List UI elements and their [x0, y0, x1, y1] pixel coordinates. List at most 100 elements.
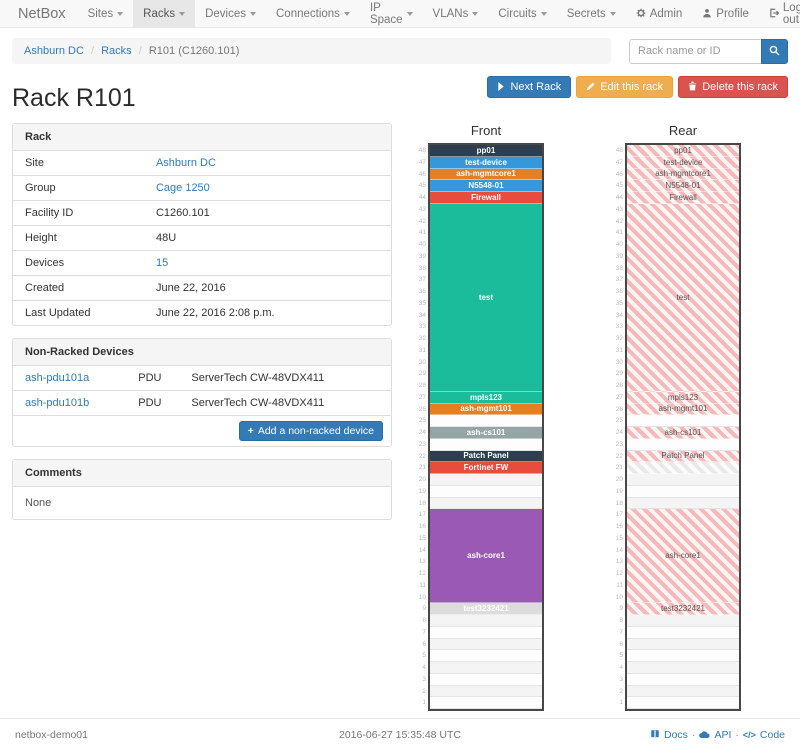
attr-value[interactable]: Ashburn DC: [155, 157, 216, 169]
unit-number: 28: [418, 382, 426, 389]
rack-attr-table: Site Ashburn DC Group Cage 1250 Facility ID C…: [13, 151, 391, 325]
nav-item-racks[interactable]: Racks: [133, 0, 196, 27]
rack-device-ash-core1[interactable]: ash-core1: [430, 509, 542, 604]
nav-item-circuits[interactable]: Circuits: [488, 0, 556, 27]
unit-number: 47: [615, 158, 623, 166]
rack-device-patch-panel[interactable]: Patch Panel: [627, 450, 739, 463]
rack-device-fortinet-fw[interactable]: [627, 462, 739, 474]
unit-number: 18: [615, 499, 623, 507]
unit-number: 4: [619, 664, 623, 671]
unit-number: 48: [418, 147, 426, 154]
unit-number: 1: [422, 699, 426, 707]
rack-device-ash-cs101[interactable]: ash-cs101: [430, 427, 542, 439]
unit-number: 10: [615, 593, 623, 601]
unit-number: 2: [422, 687, 426, 695]
unit-number: 22: [615, 452, 623, 460]
brand-logo[interactable]: NetBox: [18, 5, 66, 22]
rack-device-n5548-01[interactable]: N5548-01: [430, 180, 542, 192]
rack-device-ash-cs101[interactable]: ash-cs101: [627, 427, 739, 439]
unit-number: 37: [418, 276, 426, 284]
breadcrumb: Ashburn DC / Racks / R101 (C1260.101): [12, 38, 611, 64]
rack-unit-empty: [430, 697, 542, 709]
device-name-link[interactable]: ash-pdu101b: [25, 397, 90, 409]
nav-item-admin[interactable]: Admin: [626, 0, 693, 27]
rack-unit-empty: [627, 685, 739, 698]
nav-item-secrets[interactable]: Secrets: [557, 0, 626, 27]
next-rack-button[interactable]: Next Rack: [487, 76, 572, 98]
rack-device-test[interactable]: test: [627, 203, 739, 392]
footer-api-link[interactable]: API: [714, 729, 732, 741]
rack-device-ash-mgmtcore1[interactable]: ash-mgmtcore1: [430, 168, 542, 181]
unit-number: 36: [418, 288, 426, 295]
rack-unit-empty: [627, 626, 739, 639]
rack-unit-empty: [430, 485, 542, 498]
breadcrumb-racks-link[interactable]: Racks: [101, 45, 132, 57]
delete-rack-button[interactable]: Delete this rack: [678, 76, 788, 98]
nav-item-connections[interactable]: Connections: [266, 0, 360, 27]
rack-device-fortinet-fw[interactable]: Fortinet FW: [430, 462, 542, 474]
rack-device-firewall[interactable]: Firewall: [627, 192, 739, 204]
rack-device-test[interactable]: test: [430, 203, 542, 392]
rack-panel-title: Rack: [13, 124, 391, 151]
nav-item-ip-space[interactable]: IP Space: [360, 0, 423, 27]
unit-number: 12: [418, 570, 426, 577]
device-name-link[interactable]: ash-pdu101a: [25, 372, 90, 384]
rack-device-ash-core1[interactable]: ash-core1: [627, 509, 739, 604]
footer-code-link[interactable]: Code: [759, 729, 785, 741]
device-role: PDU: [138, 372, 162, 384]
nav-item-devices[interactable]: Devices: [195, 0, 266, 27]
footer-docs-link[interactable]: Docs: [664, 729, 688, 741]
unit-number: 17: [615, 511, 623, 519]
rack-unit-empty: [627, 673, 739, 686]
rack-device-ash-mgmtcore1[interactable]: ash-mgmtcore1: [627, 168, 739, 181]
chevron-right-icon: [497, 81, 505, 93]
attr-label: Last Updated: [25, 307, 91, 319]
next-rack-label: Next Rack: [510, 81, 562, 93]
chevron-down-icon: [609, 11, 616, 16]
rack-device-firewall[interactable]: Firewall: [430, 192, 542, 204]
add-nonracked-device-button[interactable]: + Add a non-racked device: [238, 421, 383, 441]
unit-number: 3: [422, 675, 426, 683]
rack-device-test3232421[interactable]: test3232421: [627, 603, 739, 615]
chevron-down-icon: [540, 11, 547, 16]
nav-item-logout[interactable]: Log out: [759, 0, 800, 27]
attr-value[interactable]: Cage 1250: [155, 182, 210, 194]
attr-value: June 22, 2016: [155, 282, 226, 294]
nav-items: Sites Racks Devices Connections IP Space VLAN…: [78, 0, 626, 27]
rack-device-patch-panel[interactable]: Patch Panel: [430, 450, 542, 463]
rack-device-test-device[interactable]: test-device: [627, 156, 739, 169]
rack-device-test3232421[interactable]: test3232421: [430, 603, 542, 615]
unit-number: 15: [615, 534, 623, 542]
rack-device-n5548-01[interactable]: N5548-01: [627, 180, 739, 192]
rack-device-ash-mgmt101[interactable]: ash-mgmt101: [627, 403, 739, 416]
device-model: ServerTech CW-48VDX411: [191, 372, 325, 384]
rack-unit-empty: [627, 415, 739, 427]
unit-number: 19: [615, 487, 623, 495]
rear-elevation: Rear 48 47 46 45 44 43 42 41 40 39 38 37 36 35 34 33 32 3…: [615, 123, 741, 711]
rack-unit-empty: [627, 615, 739, 627]
rack-device-test-device[interactable]: test-device: [430, 156, 542, 169]
unit-number: 25: [615, 417, 623, 425]
chevron-down-icon: [343, 11, 350, 16]
unit-number: 30: [418, 358, 426, 366]
rack-device-ash-mgmt101[interactable]: ash-mgmt101: [430, 403, 542, 416]
nav-item-profile[interactable]: Profile: [692, 0, 759, 27]
rack-unit-empty: [430, 497, 542, 510]
unit-number: 42: [418, 217, 426, 225]
attr-value[interactable]: 15: [155, 257, 169, 269]
unit-number: 24: [418, 429, 426, 436]
search-icon: [769, 44, 780, 59]
nav-item-sites[interactable]: Sites: [78, 0, 134, 27]
rack-device-mpls123[interactable]: mpls123: [627, 391, 739, 404]
rack-device-mpls123[interactable]: mpls123: [430, 391, 542, 404]
search-button[interactable]: [761, 38, 788, 64]
search-input[interactable]: [629, 38, 761, 64]
edit-rack-button[interactable]: Edit this rack: [576, 76, 674, 98]
nav-item-vlans[interactable]: VLANs: [423, 0, 489, 27]
rack-device-pp01[interactable]: pp01: [627, 145, 739, 157]
attr-label: Group: [25, 182, 56, 194]
rack-unit-empty: [430, 615, 542, 627]
nonracked-table: ash-pdu101a PDU ServerTech CW-48VDX411 ash-…: [13, 366, 391, 415]
breadcrumb-site-link[interactable]: Ashburn DC: [24, 45, 84, 57]
rack-device-pp01[interactable]: pp01: [430, 145, 542, 157]
